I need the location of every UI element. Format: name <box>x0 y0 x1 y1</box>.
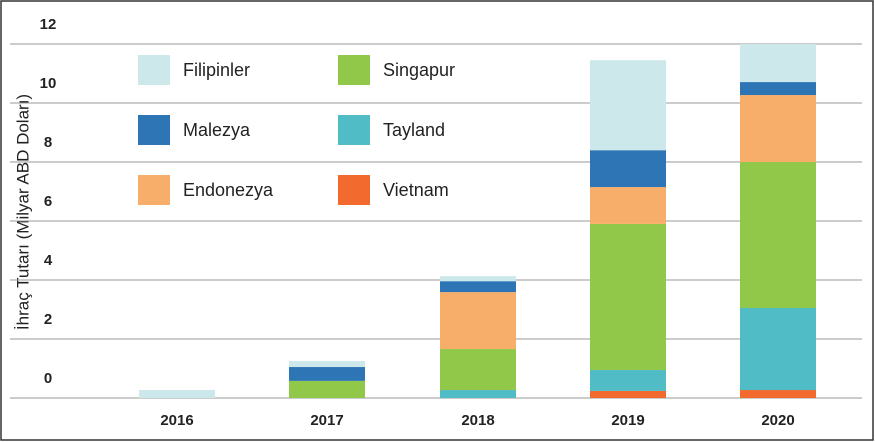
legend-swatch <box>138 55 170 85</box>
bar-segment <box>289 361 365 368</box>
bar-segment <box>740 82 816 96</box>
legend-label: Malezya <box>183 120 251 140</box>
bar-segment <box>440 349 516 391</box>
bar-segment <box>139 390 215 398</box>
bar-segment <box>440 276 516 282</box>
legend-swatch <box>138 115 170 145</box>
bar-segment <box>740 390 816 398</box>
y-tick-label: 4 <box>44 252 53 269</box>
y-tick-label: 6 <box>44 193 52 210</box>
x-tick-label: 2017 <box>310 412 343 429</box>
y-axis-title: İhraç Tutarı (Milyar ABD Doları) <box>13 94 32 330</box>
y-tick-label: 2 <box>44 311 52 328</box>
bar-segment <box>740 95 816 162</box>
legend-swatch <box>338 175 370 205</box>
legend-swatch <box>138 175 170 205</box>
bar-segment <box>590 390 666 398</box>
legend-label: Filipinler <box>183 60 250 80</box>
bar-segment <box>590 369 666 391</box>
bar-segment <box>590 60 666 151</box>
x-tick-label: 2016 <box>160 412 193 429</box>
legend-label: Endonezya <box>183 180 274 200</box>
legend-label: Vietnam <box>383 180 449 200</box>
y-tick-label: 10 <box>40 75 57 92</box>
bar-segment <box>590 223 666 370</box>
x-tick-label: 2019 <box>611 412 644 429</box>
bar-segment <box>590 187 666 224</box>
bar-segment <box>740 44 816 83</box>
bar-segment <box>289 367 365 381</box>
y-tick-label: 12 <box>40 16 57 33</box>
bar-segment <box>590 150 666 188</box>
x-tick-label: 2018 <box>461 412 494 429</box>
y-tick-label: 0 <box>44 370 52 387</box>
legend-label: Singapur <box>383 60 455 80</box>
bar-segment <box>740 162 816 309</box>
bar-segment <box>440 292 516 350</box>
bar-segment <box>440 281 516 293</box>
bar-segment <box>740 308 816 391</box>
bar-segment <box>289 380 365 398</box>
legend-swatch <box>338 115 370 145</box>
y-tick-label: 8 <box>44 134 52 151</box>
legend-swatch <box>338 55 370 85</box>
bar-segment <box>440 390 516 398</box>
legend-label: Tayland <box>383 120 445 140</box>
x-tick-label: 2020 <box>761 412 794 429</box>
